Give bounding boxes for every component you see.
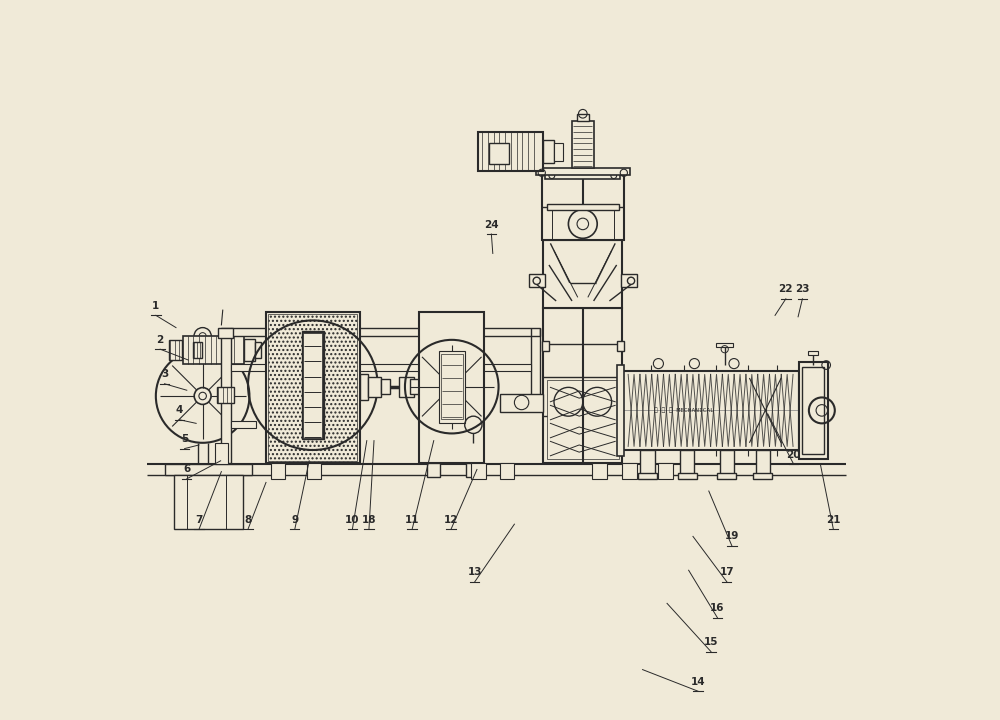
Text: 16: 16 bbox=[710, 603, 725, 613]
Bar bbox=[466, 463, 479, 477]
Bar bbox=[478, 132, 543, 171]
Bar bbox=[500, 463, 514, 479]
Bar bbox=[439, 351, 465, 423]
Text: 21: 21 bbox=[826, 515, 841, 525]
Bar bbox=[554, 143, 563, 161]
Bar bbox=[268, 314, 357, 461]
Bar bbox=[427, 463, 440, 477]
Bar bbox=[543, 140, 554, 163]
Bar bbox=[307, 463, 321, 479]
Bar bbox=[543, 240, 622, 308]
Bar bbox=[271, 463, 285, 479]
Text: 5: 5 bbox=[181, 434, 188, 444]
Text: 17: 17 bbox=[719, 567, 734, 577]
Bar bbox=[215, 443, 228, 464]
Text: 15: 15 bbox=[704, 637, 718, 647]
Bar bbox=[617, 365, 624, 456]
Bar bbox=[622, 371, 799, 450]
Bar bbox=[244, 339, 255, 361]
Text: 18: 18 bbox=[362, 515, 376, 525]
Text: 10: 10 bbox=[345, 515, 360, 525]
Bar bbox=[441, 354, 463, 419]
Bar bbox=[802, 367, 824, 454]
Text: 1: 1 bbox=[152, 301, 159, 311]
Bar bbox=[231, 328, 540, 336]
Bar bbox=[753, 473, 772, 479]
Bar bbox=[547, 204, 619, 210]
Bar bbox=[231, 421, 256, 428]
Text: 22: 22 bbox=[779, 284, 793, 294]
Bar bbox=[360, 374, 368, 400]
Bar bbox=[717, 473, 736, 479]
Bar bbox=[169, 340, 182, 360]
Text: 19: 19 bbox=[725, 531, 739, 541]
Polygon shape bbox=[547, 380, 619, 459]
Bar bbox=[221, 328, 231, 463]
Bar bbox=[183, 336, 244, 364]
Bar bbox=[720, 450, 734, 475]
Bar bbox=[231, 364, 531, 371]
Text: 6: 6 bbox=[183, 464, 190, 474]
Text: 20: 20 bbox=[787, 450, 801, 460]
Bar bbox=[621, 274, 637, 287]
Bar bbox=[217, 387, 234, 403]
Bar bbox=[640, 450, 655, 475]
Bar bbox=[622, 463, 637, 479]
Text: 12: 12 bbox=[444, 515, 458, 525]
Text: 云 南 云 MECHANICAL: 云 南 云 MECHANICAL bbox=[654, 408, 714, 413]
Bar bbox=[368, 377, 381, 397]
Bar bbox=[617, 341, 624, 351]
Text: 8: 8 bbox=[244, 515, 252, 525]
Bar bbox=[529, 274, 545, 287]
Bar bbox=[716, 343, 733, 347]
Bar bbox=[536, 168, 630, 175]
Bar bbox=[808, 351, 818, 355]
Bar bbox=[399, 377, 414, 397]
Bar bbox=[193, 342, 202, 358]
Bar bbox=[572, 121, 594, 168]
Text: 3: 3 bbox=[161, 369, 168, 379]
Bar bbox=[799, 362, 828, 459]
Bar bbox=[255, 342, 261, 358]
Text: 23: 23 bbox=[795, 284, 810, 294]
Bar bbox=[500, 394, 543, 412]
Bar bbox=[410, 379, 419, 394]
Bar bbox=[658, 463, 673, 479]
Bar bbox=[489, 143, 509, 164]
Bar bbox=[303, 333, 322, 438]
Bar bbox=[174, 475, 243, 529]
Bar bbox=[678, 473, 697, 479]
Bar bbox=[545, 173, 620, 179]
Text: 24: 24 bbox=[484, 220, 499, 230]
Text: 13: 13 bbox=[468, 567, 482, 577]
Bar bbox=[756, 450, 770, 475]
Bar bbox=[542, 175, 624, 240]
Bar bbox=[302, 331, 324, 439]
Text: 11: 11 bbox=[405, 515, 419, 525]
Bar bbox=[543, 308, 622, 463]
Bar bbox=[638, 473, 657, 479]
Text: 9: 9 bbox=[291, 515, 298, 525]
Text: 14: 14 bbox=[691, 677, 705, 687]
Text: 2: 2 bbox=[157, 335, 164, 345]
Bar bbox=[680, 450, 694, 475]
Bar bbox=[577, 114, 589, 121]
Text: 4: 4 bbox=[176, 405, 183, 415]
Bar bbox=[592, 463, 607, 479]
Bar bbox=[471, 463, 486, 479]
Bar bbox=[266, 312, 360, 463]
Bar bbox=[381, 379, 390, 394]
Bar bbox=[218, 328, 233, 338]
Bar bbox=[419, 312, 484, 463]
Bar bbox=[165, 464, 252, 475]
Bar bbox=[542, 341, 549, 351]
Text: 7: 7 bbox=[195, 515, 203, 525]
